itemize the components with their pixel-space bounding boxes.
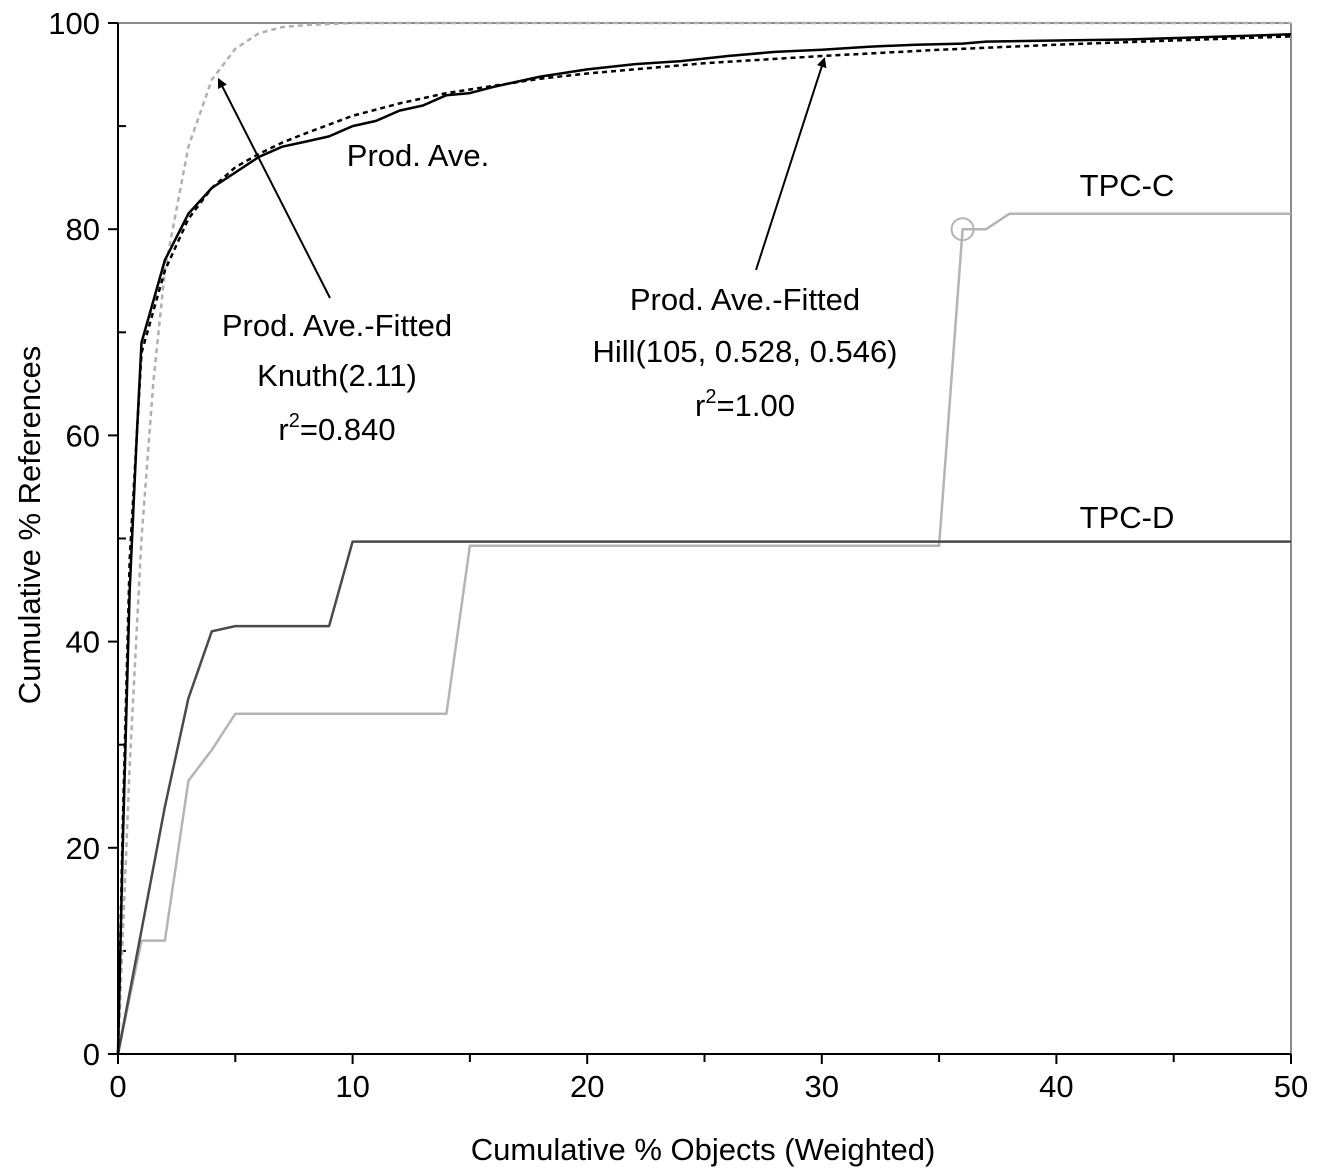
x-tick-label: 50 — [1274, 1069, 1308, 1104]
annotation-prod-ave: Prod. Ave. — [347, 138, 489, 173]
x-tick-label: 30 — [805, 1069, 839, 1104]
annotation-tpcd: TPC-D — [1080, 500, 1175, 535]
annotation-tpcc: TPC-C — [1080, 168, 1175, 203]
annotation-knuth-line2: Knuth(2.11) — [257, 358, 417, 393]
axes: 0 20 40 60 80 100 0 10 20 30 40 50 Cumulative % Obje… — [12, 6, 1308, 1167]
annotation-hill-r2: r2=1.00 — [695, 386, 795, 423]
annotation-knuth-line1: Prod. Ave.-Fitted — [222, 308, 452, 343]
x-tick-label: 20 — [570, 1069, 604, 1104]
series-hill-fit-line — [116, 35, 1292, 1055]
y-axis-title: Cumulative % References — [12, 346, 47, 704]
y-tick-label: 60 — [66, 418, 100, 453]
series-prod-ave-line — [116, 33, 1292, 1055]
series-knuth-fit-line — [116, 21, 1291, 1055]
y-tick-label: 100 — [48, 6, 100, 41]
y-tick-label: 40 — [66, 625, 100, 660]
hill-arrow — [755, 57, 827, 271]
x-tick-label: 10 — [335, 1069, 369, 1104]
series-tpcd-line — [116, 540, 1291, 1055]
annotation-hill-line2: Hill(105, 0.528, 0.546) — [592, 334, 897, 369]
x-axis-title: Cumulative % Objects (Weighted) — [471, 1132, 936, 1167]
y-tick-label: 0 — [83, 1037, 100, 1072]
annotation-layer: Prod. Ave. Prod. Ave.-Fitted Knuth(2.11)… — [217, 57, 1175, 535]
annotation-knuth-r2: r2=0.840 — [278, 410, 395, 447]
annotation-hill-line1: Prod. Ave.-Fitted — [630, 282, 860, 317]
x-tick-label: 40 — [1039, 1069, 1073, 1104]
knuth-arrow — [217, 77, 331, 299]
x-tick-label: 0 — [109, 1069, 126, 1104]
y-tick-label: 20 — [66, 831, 100, 866]
series-tpcc-line — [116, 212, 1291, 1055]
series-layer — [116, 21, 1292, 1055]
y-tick-label: 80 — [66, 212, 100, 247]
tpcc-circle-marker — [950, 217, 975, 242]
